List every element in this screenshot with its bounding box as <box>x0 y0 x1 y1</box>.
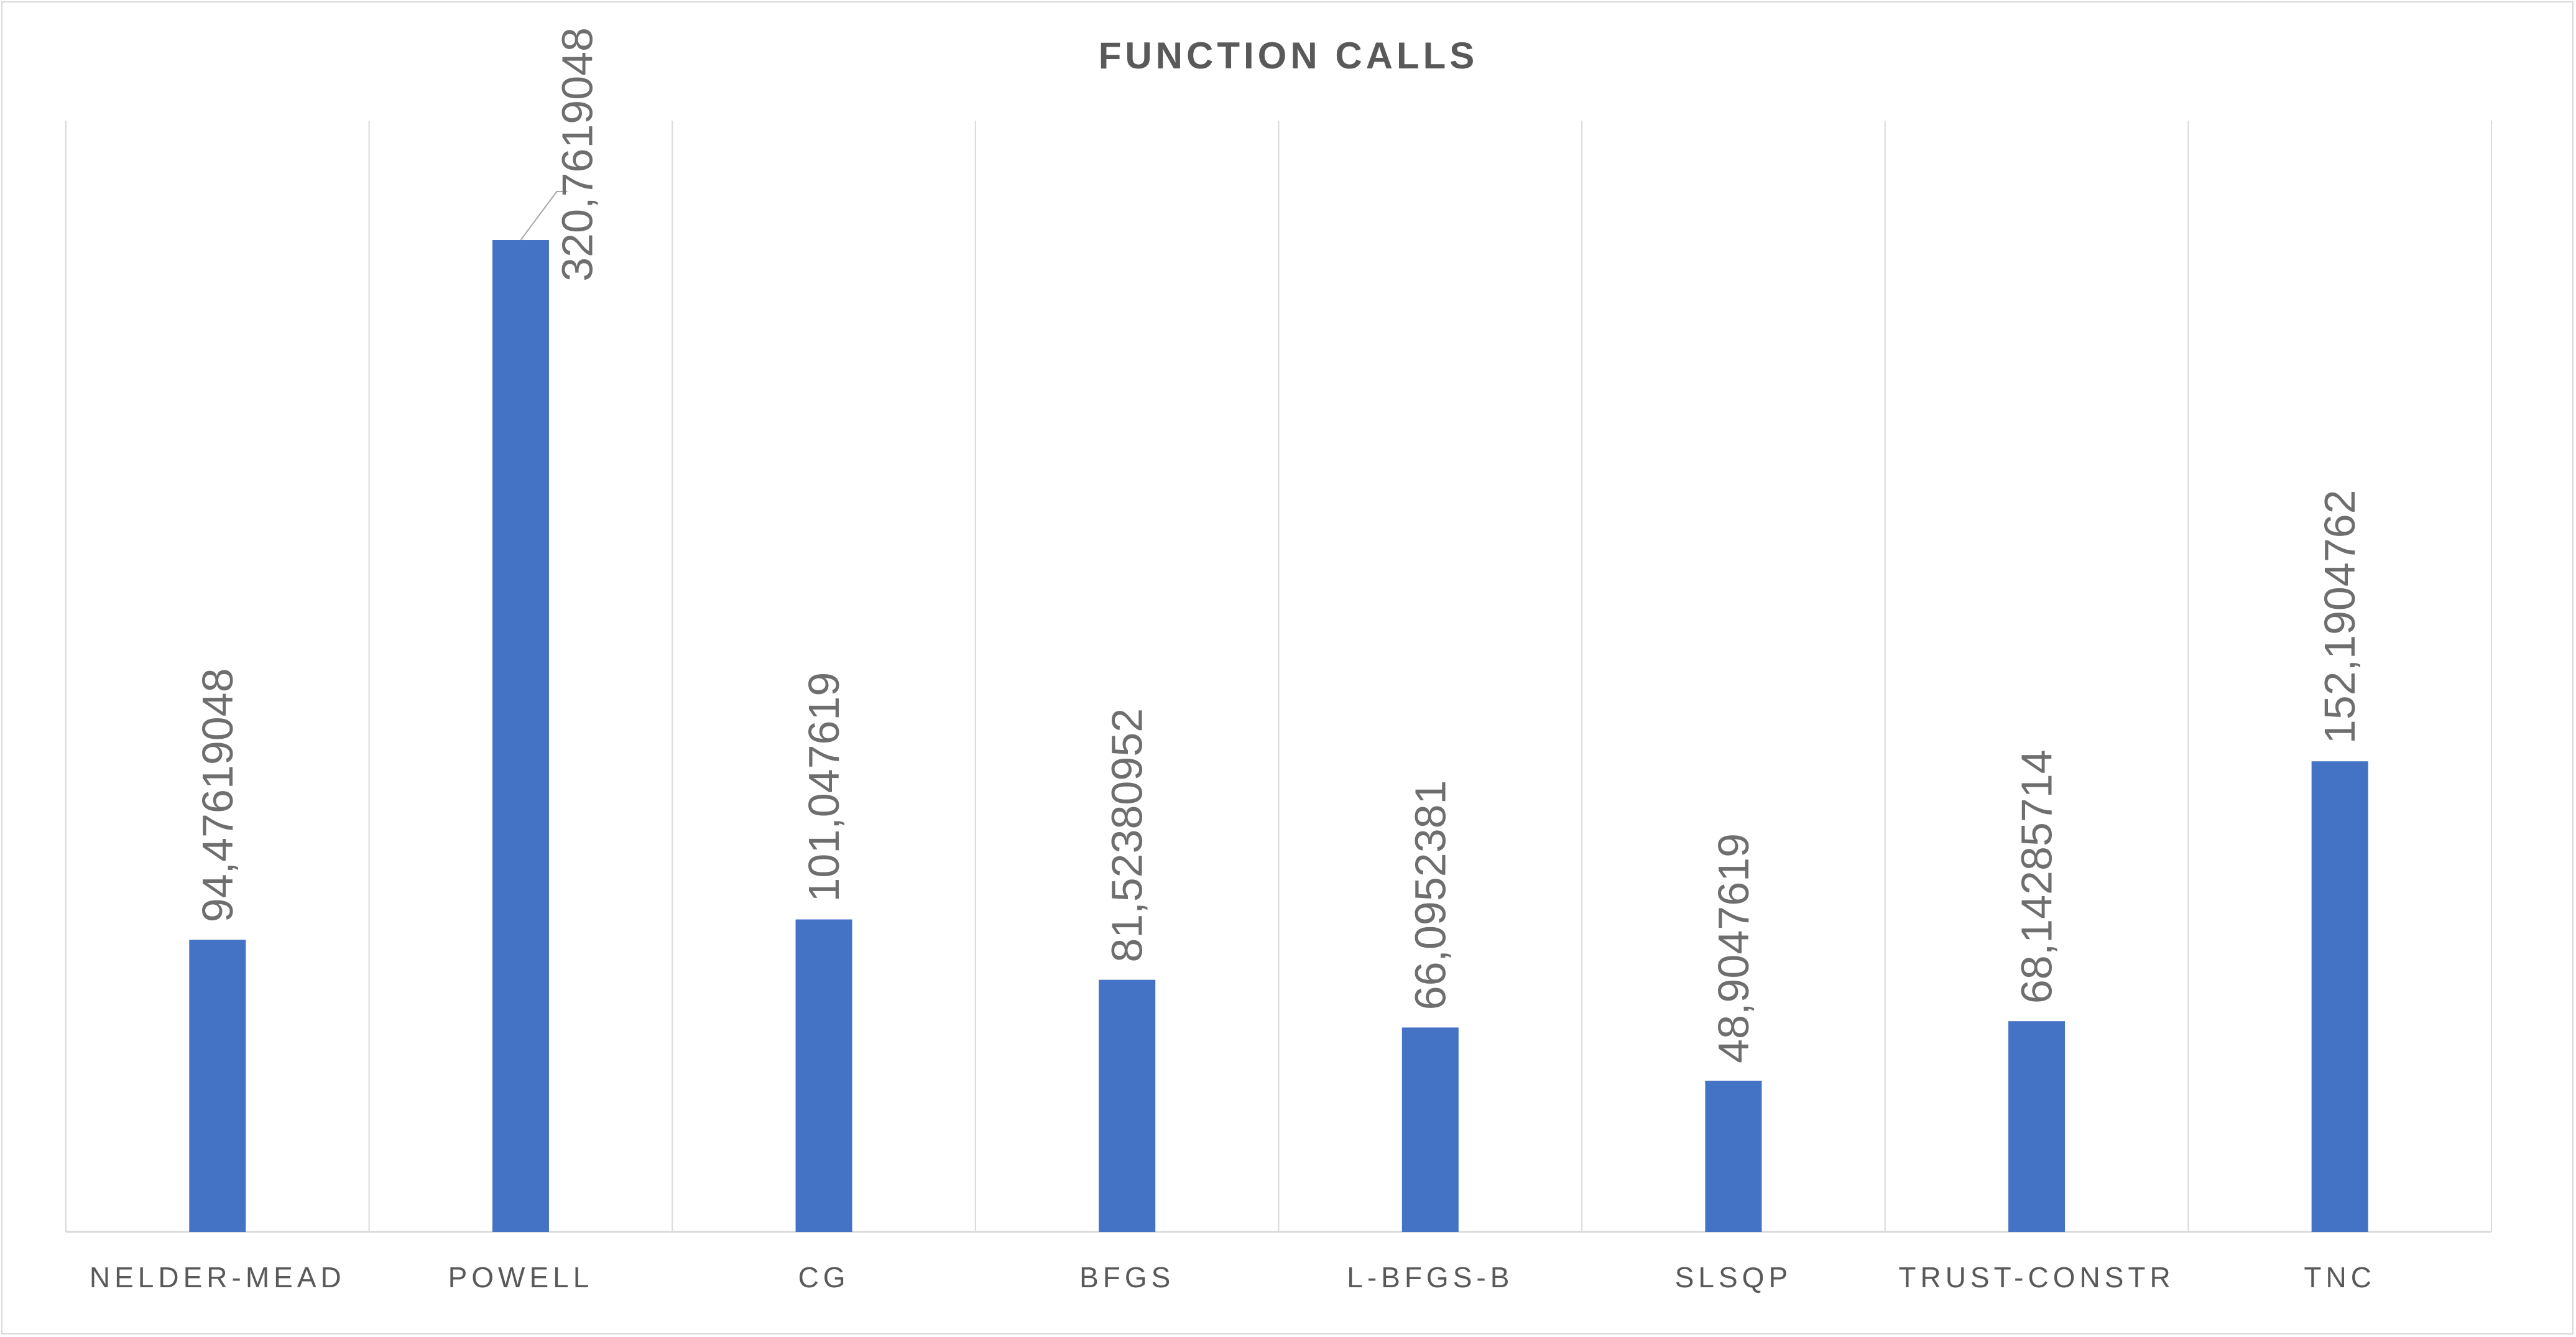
bar-nelder-mead <box>189 940 246 1232</box>
category-label: BFGS <box>1079 1261 1175 1293</box>
bar-powell <box>492 240 549 1232</box>
category-label: POWELL <box>448 1261 594 1293</box>
category-labels: NELDER-MEAD POWELL CG BFGS L-BFGS-B SLSQP TRUS… <box>90 1261 2376 1293</box>
bars <box>189 240 2368 1232</box>
bar-slsqp <box>1705 1080 1762 1232</box>
category-label: TNC <box>2304 1261 2376 1293</box>
data-label: 68,14285714 <box>2013 749 2061 1004</box>
data-label: 94,47619048 <box>193 668 242 922</box>
category-label: CG <box>798 1261 850 1293</box>
chart-title: FUNCTION CALLS <box>1099 35 1479 76</box>
data-label: 66,0952381 <box>1406 780 1454 1011</box>
data-label: 101,047619 <box>800 672 848 902</box>
data-label: 81,52380952 <box>1103 708 1152 963</box>
category-label: NELDER-MEAD <box>90 1261 346 1293</box>
data-labels: 94,47619048 320,7619048 101,047619 81,52380… <box>193 27 2364 1063</box>
data-label: 48,9047619 <box>1709 833 1758 1063</box>
bar-cg <box>795 919 852 1232</box>
bar-bfgs <box>1099 979 1156 1232</box>
gridlines <box>65 121 2492 1233</box>
category-label: SLSQP <box>1675 1261 1792 1293</box>
bar-l-bfgs-b <box>1401 1027 1459 1232</box>
data-label: 320,7619048 <box>553 27 601 282</box>
bar-tnc <box>2311 761 2368 1232</box>
category-label: L-BFGS-B <box>1347 1261 1513 1293</box>
leader-line <box>520 191 568 241</box>
bar-trust-constr <box>2008 1021 2066 1232</box>
data-label: 152,1904762 <box>2315 489 2364 744</box>
category-label: TRUST-CONSTR <box>1898 1261 2174 1293</box>
